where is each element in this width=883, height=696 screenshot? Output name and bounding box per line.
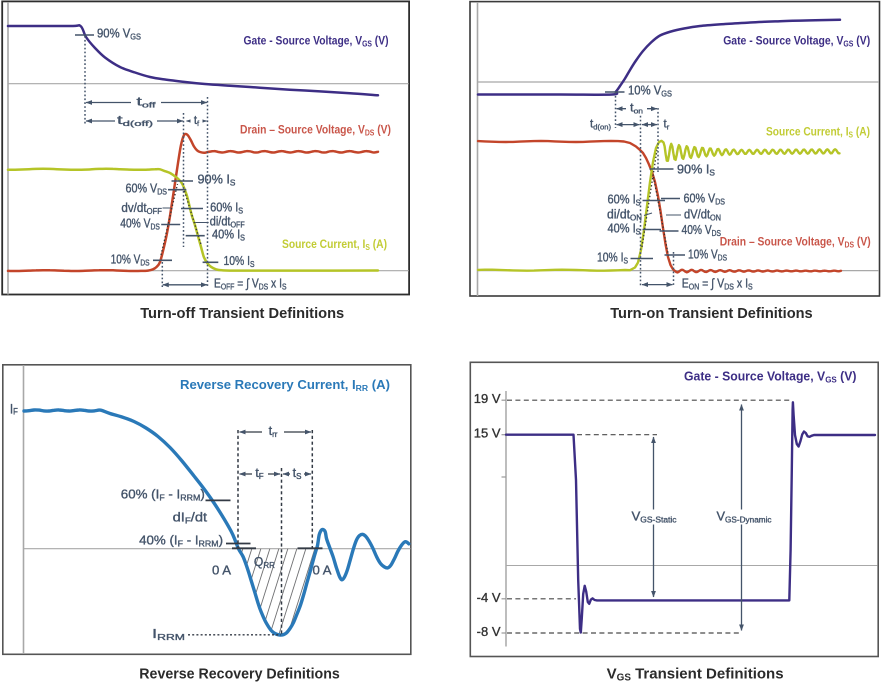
svg-text:EOFF = ∫ VDS x IS: EOFF = ∫ VDS x IS: [214, 277, 287, 292]
svg-text:Turn-off Transient Definitions: Turn-off Transient Definitions: [140, 305, 344, 322]
svg-text:QRR: QRR: [254, 554, 275, 570]
svg-text:ton: ton: [630, 103, 643, 116]
svg-text:40% (IF - IRRM): 40% (IF - IRRM): [139, 533, 223, 549]
svg-text:60% IS: 60% IS: [608, 193, 641, 208]
svg-text:Source Current, IS (A): Source Current, IS (A): [282, 237, 387, 252]
svg-text:di/dtOFF: di/dtOFF: [210, 215, 245, 230]
svg-text:15 V: 15 V: [474, 426, 501, 441]
svg-text:Reverse Recovery Definitions: Reverse Recovery Definitions: [139, 667, 339, 683]
svg-text:Source Current, IS (A): Source Current, IS (A): [766, 125, 870, 140]
svg-text:10% VDS: 10% VDS: [111, 253, 150, 268]
svg-text:di/dtON: di/dtON: [607, 208, 642, 223]
svg-text:IF: IF: [10, 401, 19, 417]
svg-text:60% (IF - IRRM): 60% (IF - IRRM): [121, 487, 205, 503]
svg-text:tf: tf: [194, 115, 200, 128]
svg-text:60% IS: 60% IS: [210, 201, 243, 216]
svg-text:Reverse Recovery Current, IRR: Reverse Recovery Current, IRR (A): [180, 377, 390, 393]
svg-text:60% VDS: 60% VDS: [126, 182, 168, 197]
svg-text:19 V: 19 V: [474, 392, 501, 407]
svg-text:Gate - Source Voltage, VGS (V): Gate - Source Voltage, VGS (V): [684, 370, 857, 385]
svg-text:10% VDS: 10% VDS: [688, 248, 727, 263]
svg-text:Drain – Source Voltage, VDS (V: Drain – Source Voltage, VDS (V): [720, 235, 871, 250]
svg-text:0 A: 0 A: [212, 563, 231, 578]
svg-text:-4 V: -4 V: [477, 590, 501, 605]
svg-text:tr: tr: [664, 119, 670, 132]
svg-text:10% IS: 10% IS: [224, 254, 255, 269]
svg-text:tF: tF: [255, 466, 263, 481]
svg-text:tS: tS: [293, 466, 302, 481]
svg-text:10% IS: 10% IS: [597, 251, 628, 266]
svg-text:60% VDS: 60% VDS: [684, 192, 726, 207]
svg-text:40% VDS: 40% VDS: [120, 217, 160, 232]
svg-text:dv/dtOFF: dv/dtOFF: [121, 201, 162, 216]
svg-text:90% VGS: 90% VGS: [97, 27, 141, 42]
svg-text:trr: trr: [269, 424, 278, 439]
svg-text:Gate - Source Voltage, VGS (V): Gate - Source Voltage, VGS (V): [244, 34, 389, 49]
svg-text:0 A: 0 A: [313, 563, 332, 578]
svg-text:Turn-on Transient Definitions: Turn-on Transient Definitions: [610, 305, 813, 322]
svg-text:90% IS: 90% IS: [198, 173, 237, 188]
svg-text:10% VGS: 10% VGS: [628, 84, 672, 99]
svg-text:90% IS: 90% IS: [677, 163, 716, 178]
svg-text:IRRM: I RRM: [152, 626, 185, 642]
svg-text:VGS-Dynamic: VGS-Dynamic: [717, 510, 772, 525]
svg-text:Drain – Source Voltage, VDS (V: Drain – Source Voltage, VDS (V): [240, 123, 391, 138]
svg-text:40% IS: 40% IS: [608, 222, 641, 237]
svg-text:td(on): td(on): [590, 119, 612, 132]
svg-text:-8 V: -8 V: [477, 624, 501, 639]
svg-text:EON = ∫ VDS x IS: EON = ∫ VDS x IS: [682, 277, 753, 292]
svg-text:dV/dtON: dV/dtON: [684, 208, 721, 223]
svg-text:td(off): t d(off): [117, 115, 154, 128]
svg-text:VGS-Static: VGS-Static: [632, 510, 677, 525]
svg-text:40% VDS: 40% VDS: [682, 223, 722, 238]
svg-text:Gate - Source Voltage, VGS (V): Gate - Source Voltage, VGS (V): [723, 34, 870, 49]
svg-text:dIF/dt: dIF/dt: [173, 510, 208, 526]
svg-text:40% IS: 40% IS: [212, 228, 245, 243]
svg-text:VGS Transient Definitions: VGS Transient Definitions: [607, 666, 784, 684]
